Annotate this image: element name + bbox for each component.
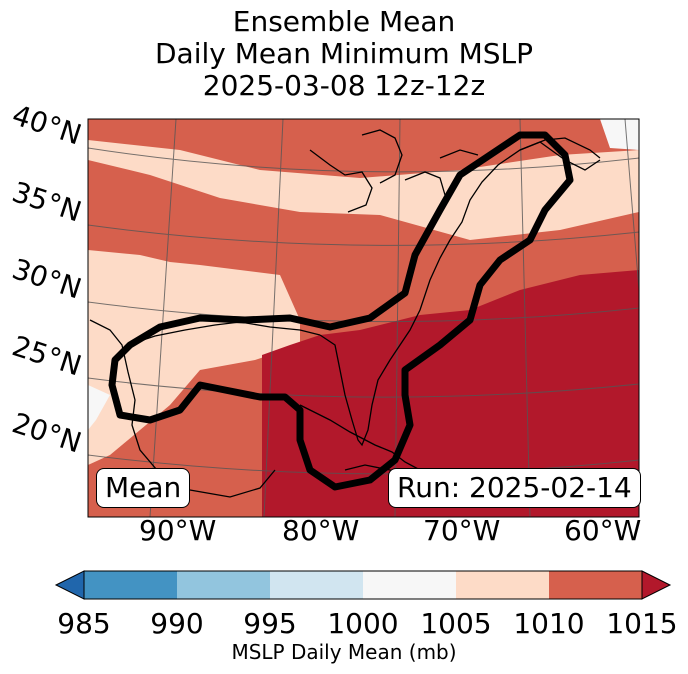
colorbar-tick-995: 995 bbox=[243, 607, 296, 640]
ensemble-outline bbox=[108, 131, 574, 491]
colorbar-bin-995-1000 bbox=[270, 571, 363, 599]
lat-label-25: 25°N bbox=[8, 329, 85, 382]
colorbar-bin-985-990 bbox=[84, 571, 177, 599]
colorbar-extend-high bbox=[641, 570, 672, 600]
colorbar-tick-990: 990 bbox=[150, 607, 203, 640]
lon-label-80w: 80°W bbox=[282, 514, 359, 547]
lat-label-40: 40°N bbox=[8, 98, 85, 151]
colorbar-tick-1015: 1015 bbox=[606, 607, 677, 640]
colorbar-bin-1005-1010 bbox=[456, 571, 549, 599]
lon-label-60w: 60°W bbox=[564, 514, 641, 547]
colorbar-extend-low bbox=[54, 570, 85, 600]
title-line-2: Daily Mean Minimum MSLP bbox=[154, 37, 533, 70]
field-1000-west bbox=[88, 385, 110, 430]
map-panel bbox=[88, 119, 639, 517]
lat-label-20: 20°N bbox=[8, 406, 85, 459]
title-line-1: Ensemble Mean bbox=[232, 5, 456, 38]
lat-label-35: 35°N bbox=[8, 175, 85, 228]
colorbar-tick-985: 985 bbox=[57, 607, 110, 640]
lat-label-30: 30°N bbox=[8, 252, 85, 305]
colorbar-bin-990-995 bbox=[177, 571, 270, 599]
map-frame bbox=[87, 118, 640, 518]
field-1015 bbox=[262, 270, 639, 517]
colorbar: 985 990 995 1000 1005 1010 1015 bbox=[54, 570, 678, 640]
field-1000-northeast bbox=[600, 119, 639, 150]
colorbar-tick-1005: 1005 bbox=[420, 607, 491, 640]
colorbar-bin-1010-1015 bbox=[549, 571, 642, 599]
colorbar-tick-1010: 1010 bbox=[513, 607, 584, 640]
field-1005-north bbox=[88, 140, 639, 240]
colorbar-bin-1000-1005 bbox=[363, 571, 456, 599]
lon-label-90w: 90°W bbox=[139, 514, 216, 547]
colorbar-label: MSLP Daily Mean (mb) bbox=[231, 640, 457, 664]
run-date-box: Run: 2025-02-14 bbox=[388, 468, 641, 508]
mean-label-box: Mean bbox=[96, 468, 191, 508]
colorbar-tick-1000: 1000 bbox=[327, 607, 398, 640]
field-1005-southwest bbox=[88, 250, 300, 465]
colorbar-frame bbox=[83, 570, 643, 600]
title-line-3: 2025-03-08 12z-12z bbox=[202, 69, 486, 102]
lon-label-70w: 70°W bbox=[423, 514, 500, 547]
